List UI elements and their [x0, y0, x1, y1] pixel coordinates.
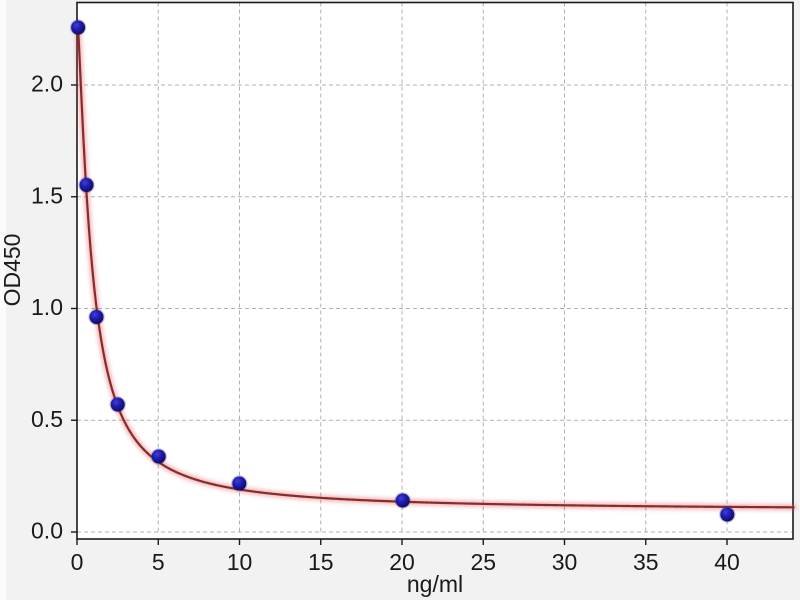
svg-text:ng/ml: ng/ml — [407, 571, 463, 597]
svg-text:0.5: 0.5 — [31, 406, 63, 432]
svg-text:0.0: 0.0 — [31, 518, 63, 544]
svg-text:2.0: 2.0 — [31, 71, 63, 97]
svg-text:1.0: 1.0 — [31, 294, 63, 320]
svg-text:30: 30 — [552, 549, 578, 575]
svg-text:1.5: 1.5 — [31, 182, 63, 208]
svg-text:15: 15 — [308, 549, 334, 575]
svg-text:40: 40 — [714, 549, 740, 575]
svg-text:10: 10 — [227, 549, 253, 575]
svg-text:0: 0 — [71, 549, 84, 575]
svg-text:25: 25 — [470, 549, 496, 575]
svg-text:35: 35 — [633, 549, 659, 575]
svg-text:OD450: OD450 — [0, 234, 25, 307]
svg-text:5: 5 — [152, 549, 165, 575]
